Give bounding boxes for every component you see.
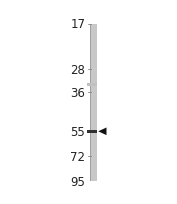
Polygon shape bbox=[98, 128, 107, 135]
Text: 17: 17 bbox=[70, 18, 85, 31]
Bar bbox=[87, 83, 97, 86]
Text: 28: 28 bbox=[70, 64, 85, 76]
Text: 55: 55 bbox=[70, 125, 85, 138]
Bar bbox=[87, 130, 97, 133]
Text: 95: 95 bbox=[70, 175, 85, 188]
Bar bbox=[90, 24, 97, 182]
Text: 36: 36 bbox=[70, 86, 85, 99]
Text: 72: 72 bbox=[70, 150, 85, 163]
